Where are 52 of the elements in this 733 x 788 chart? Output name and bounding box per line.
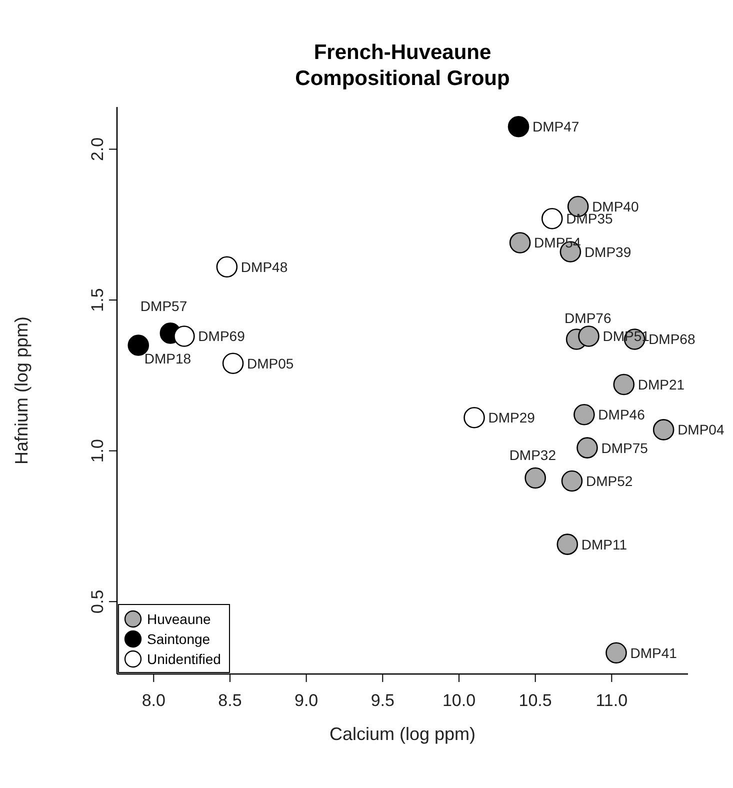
y-tick-label: 1.0 [88, 439, 107, 463]
annotation: DMP76 [564, 310, 612, 326]
y-tick-label: 1.5 [88, 288, 107, 312]
y-tick-label: 0.5 [88, 590, 107, 614]
annotation: DMP47 [532, 118, 580, 135]
annotation: DMP69 [198, 328, 246, 344]
y-axis-title: Hafnium (log ppm) [11, 316, 32, 465]
annotation: DMP41 [630, 644, 678, 661]
point [574, 404, 595, 426]
annotation: DMP48 [240, 258, 288, 275]
point [556, 534, 578, 555]
legend-label: Saintonge [147, 631, 210, 647]
point [561, 470, 583, 492]
point [606, 642, 627, 664]
point [509, 232, 531, 254]
legend-label: Huveaune [147, 611, 211, 627]
point [174, 326, 195, 347]
point [524, 467, 546, 489]
x-axis-title: Calcium (log ppm) [329, 724, 476, 744]
y-tick-label: 2.0 [88, 137, 107, 162]
point [576, 437, 598, 458]
annotation: DMP18 [144, 350, 192, 366]
point [652, 419, 674, 440]
point [578, 326, 600, 347]
point [613, 374, 635, 396]
annotation: DMP46 [598, 406, 646, 423]
annotation: DMP57 [140, 298, 188, 314]
x-tick-label: 9.0 [294, 691, 318, 710]
point [464, 406, 485, 428]
x-tick-label: 8.0 [142, 691, 166, 710]
legend-label: Unidentified [147, 651, 221, 667]
annotation: DMP29 [488, 410, 536, 426]
annotation: DMP32 [509, 446, 556, 463]
annotation: DMP68 [648, 331, 696, 348]
annotation: DMP04 [678, 422, 724, 438]
annotation: DMP21 [638, 376, 685, 392]
annotation: DMP39 [584, 244, 632, 260]
x-tick-label: 10.5 [518, 691, 552, 710]
x-tick-label: 10.0 [442, 691, 476, 710]
point [222, 352, 244, 374]
point [541, 208, 563, 230]
point [508, 116, 530, 138]
x-tick-label: 8.5 [218, 691, 242, 710]
annotation: DMP75 [601, 440, 648, 456]
x-tick-label: 9.5 [370, 691, 394, 710]
annotation: DMP52 [586, 472, 633, 489]
chart-title: French-Huveaune Compositional Group [294, 40, 511, 92]
point [216, 256, 238, 278]
x-tick-label: 11.0 [596, 691, 628, 710]
annotation: DMP05 [247, 355, 294, 372]
annotation: DMP11 [581, 536, 628, 552]
annotation: DMP54 [534, 234, 581, 251]
